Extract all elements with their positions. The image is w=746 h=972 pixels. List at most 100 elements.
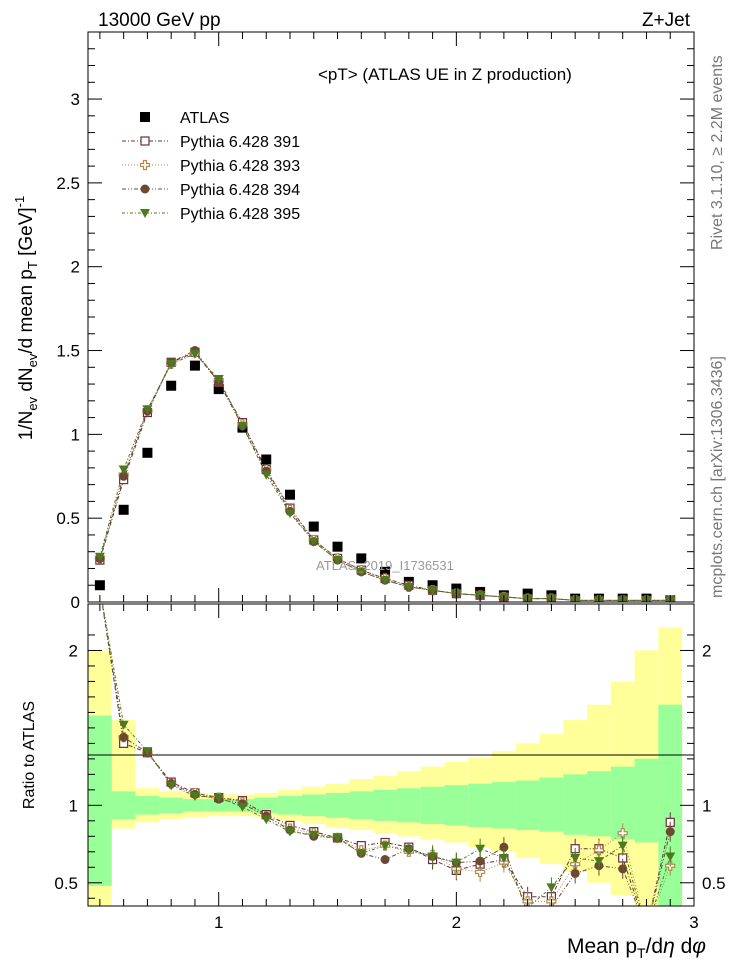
data-point-0-12 [380, 566, 391, 577]
ratio-y-tick-label-2: 2 [69, 641, 78, 660]
ratio-y-tick-label-0: 0.5 [54, 874, 78, 893]
band-inner-20 [563, 774, 588, 835]
ratio-point-3-17 [498, 853, 509, 863]
x-tick-label-0: 1 [214, 913, 223, 932]
band-inner-11 [349, 791, 374, 820]
ratio-point-2-1 [119, 732, 129, 742]
band-inner-1 [111, 791, 136, 820]
ratio-point-3-14 [427, 852, 438, 862]
ratio-y-tick-label-right-0: 0.5 [702, 874, 726, 893]
ratio-plot-frame [87, 603, 695, 907]
ratio-panel: 0.5 0.5 1 1 2 2 1 2 3 Ratio to ATLAS Mean pT/dη… [21, 32, 726, 961]
ratio-point-1-22 [617, 828, 628, 839]
band-inner-22 [610, 766, 635, 840]
x-tick-label-2: 3 [689, 913, 698, 932]
ratio-point-3-21 [593, 857, 604, 867]
band-inner-24 [658, 704, 683, 906]
ratio-point-2-22 [618, 864, 628, 874]
ratio-point-3-13 [403, 846, 414, 856]
ratio-point-3-4 [189, 792, 200, 802]
main-y-axis-label: 1/Nev dNev/d mean pT [GeV]-1 [12, 196, 40, 441]
ratio-y-tick-label-1: 1 [69, 796, 78, 815]
y-tick-label-3: 1.5 [56, 342, 80, 361]
band-inner-3 [159, 797, 184, 814]
data-point-4-1 [118, 465, 129, 475]
data-point-0-7 [261, 454, 272, 465]
band-inner-15 [444, 785, 469, 826]
data-point-4-7 [261, 470, 272, 480]
band-inner-7 [254, 797, 279, 814]
data-point-0-10 [332, 541, 343, 552]
band-inner-2 [135, 796, 160, 815]
data-point-0-0 [94, 580, 105, 591]
main-plot-frame [87, 31, 695, 603]
legend-marker-2 [139, 159, 151, 171]
legend-marker-3 [140, 184, 150, 194]
ratio-y-axis-label: Ratio to ATLAS [21, 701, 38, 809]
band-inner-9 [301, 794, 326, 817]
band-inner-21 [587, 771, 611, 837]
rivet-version-label: Rivet 3.1.10, ≥ 2.2M events [709, 55, 726, 250]
ratio-y-tick-label-right-2: 2 [702, 641, 711, 660]
data-point-4-0 [94, 552, 105, 562]
data-point-4-9 [308, 537, 319, 547]
legend-marker-0 [140, 112, 150, 122]
ratio-point-2-20 [570, 868, 580, 878]
ratio-uncertainty-bands [88, 627, 683, 906]
data-point-4-14 [427, 586, 438, 596]
ratio-y-ticks: 0.5 0.5 1 1 2 2 [54, 634, 726, 899]
ratio-point-1-16 [475, 866, 486, 878]
data-point-3-1 [119, 471, 129, 481]
legend-label-3: Pythia 6.428 394 [180, 182, 300, 199]
main-plot-title: <pT> (ATLAS UE in Z production) [318, 65, 572, 84]
data-point-4-8 [285, 509, 295, 519]
band-inner-8 [278, 796, 302, 815]
legend-label-2: Pythia 6.428 393 [180, 158, 300, 175]
band-inner-23 [634, 758, 659, 843]
ratio-y-tick-label-right-1: 1 [702, 796, 711, 815]
data-point-4-13 [403, 582, 414, 592]
data-point-0-2 [142, 447, 153, 458]
legend-label-1: Pythia 6.428 391 [180, 134, 300, 151]
ratio-point-3-1 [118, 720, 129, 730]
x-axis-label: Mean pT/dη dφ [567, 935, 706, 961]
data-point-4-11 [356, 567, 367, 577]
ratio-point-3-19 [546, 883, 557, 893]
data-point-4-4 [189, 349, 200, 359]
band-inner-12 [373, 789, 397, 821]
band-inner-17 [492, 782, 516, 829]
ratio-point-3-22 [617, 841, 628, 851]
x-tick-label-1: 2 [452, 913, 461, 932]
data-point-0-1 [118, 504, 129, 515]
band-inner-14 [420, 786, 445, 824]
legend-label-0: ATLAS [180, 110, 230, 127]
x-ticks: 1 2 3 [99, 32, 699, 932]
data-point-4-5 [213, 375, 224, 385]
ratio-point-3-11 [356, 849, 367, 859]
data-point-4-12 [380, 576, 391, 586]
ratio-point-2-17 [499, 842, 509, 852]
y-tick-label-4: 2 [71, 258, 80, 277]
y-tick-label-2: 1 [71, 425, 80, 444]
band-inner-0 [88, 715, 112, 886]
data-point-0-5 [213, 384, 224, 395]
ratio-point-3-20 [570, 853, 581, 863]
band-inner-4 [183, 799, 207, 812]
ratio-point-3-5 [213, 793, 224, 803]
band-inner-18 [515, 780, 540, 831]
ratio-point-3-8 [285, 827, 295, 837]
ratio-point-3-2 [142, 747, 153, 757]
ratio-point-3-16 [475, 844, 486, 854]
main-y-ticks: 0 0.5 1 1.5 2 2.5 3 [56, 48, 694, 612]
legend: ATLAS Pythia 6.428 391 Pythia 6.428 393 Pyt… [122, 110, 300, 223]
ratio-point-3-24 [665, 852, 676, 862]
ratio-point-3-15 [451, 858, 462, 868]
header-right: Z+Jet [642, 10, 691, 31]
ratio-point-3-6 [237, 802, 248, 812]
ratio-point-2-24 [665, 827, 675, 837]
ratio-point-1-21 [593, 845, 605, 856]
data-point-4-6 [237, 421, 248, 431]
main-panel: 0 0.5 1 1.5 2 2.5 3 <pT> (ATLAS UE in Z produc… [12, 31, 695, 612]
y-tick-label-6: 3 [71, 90, 80, 109]
